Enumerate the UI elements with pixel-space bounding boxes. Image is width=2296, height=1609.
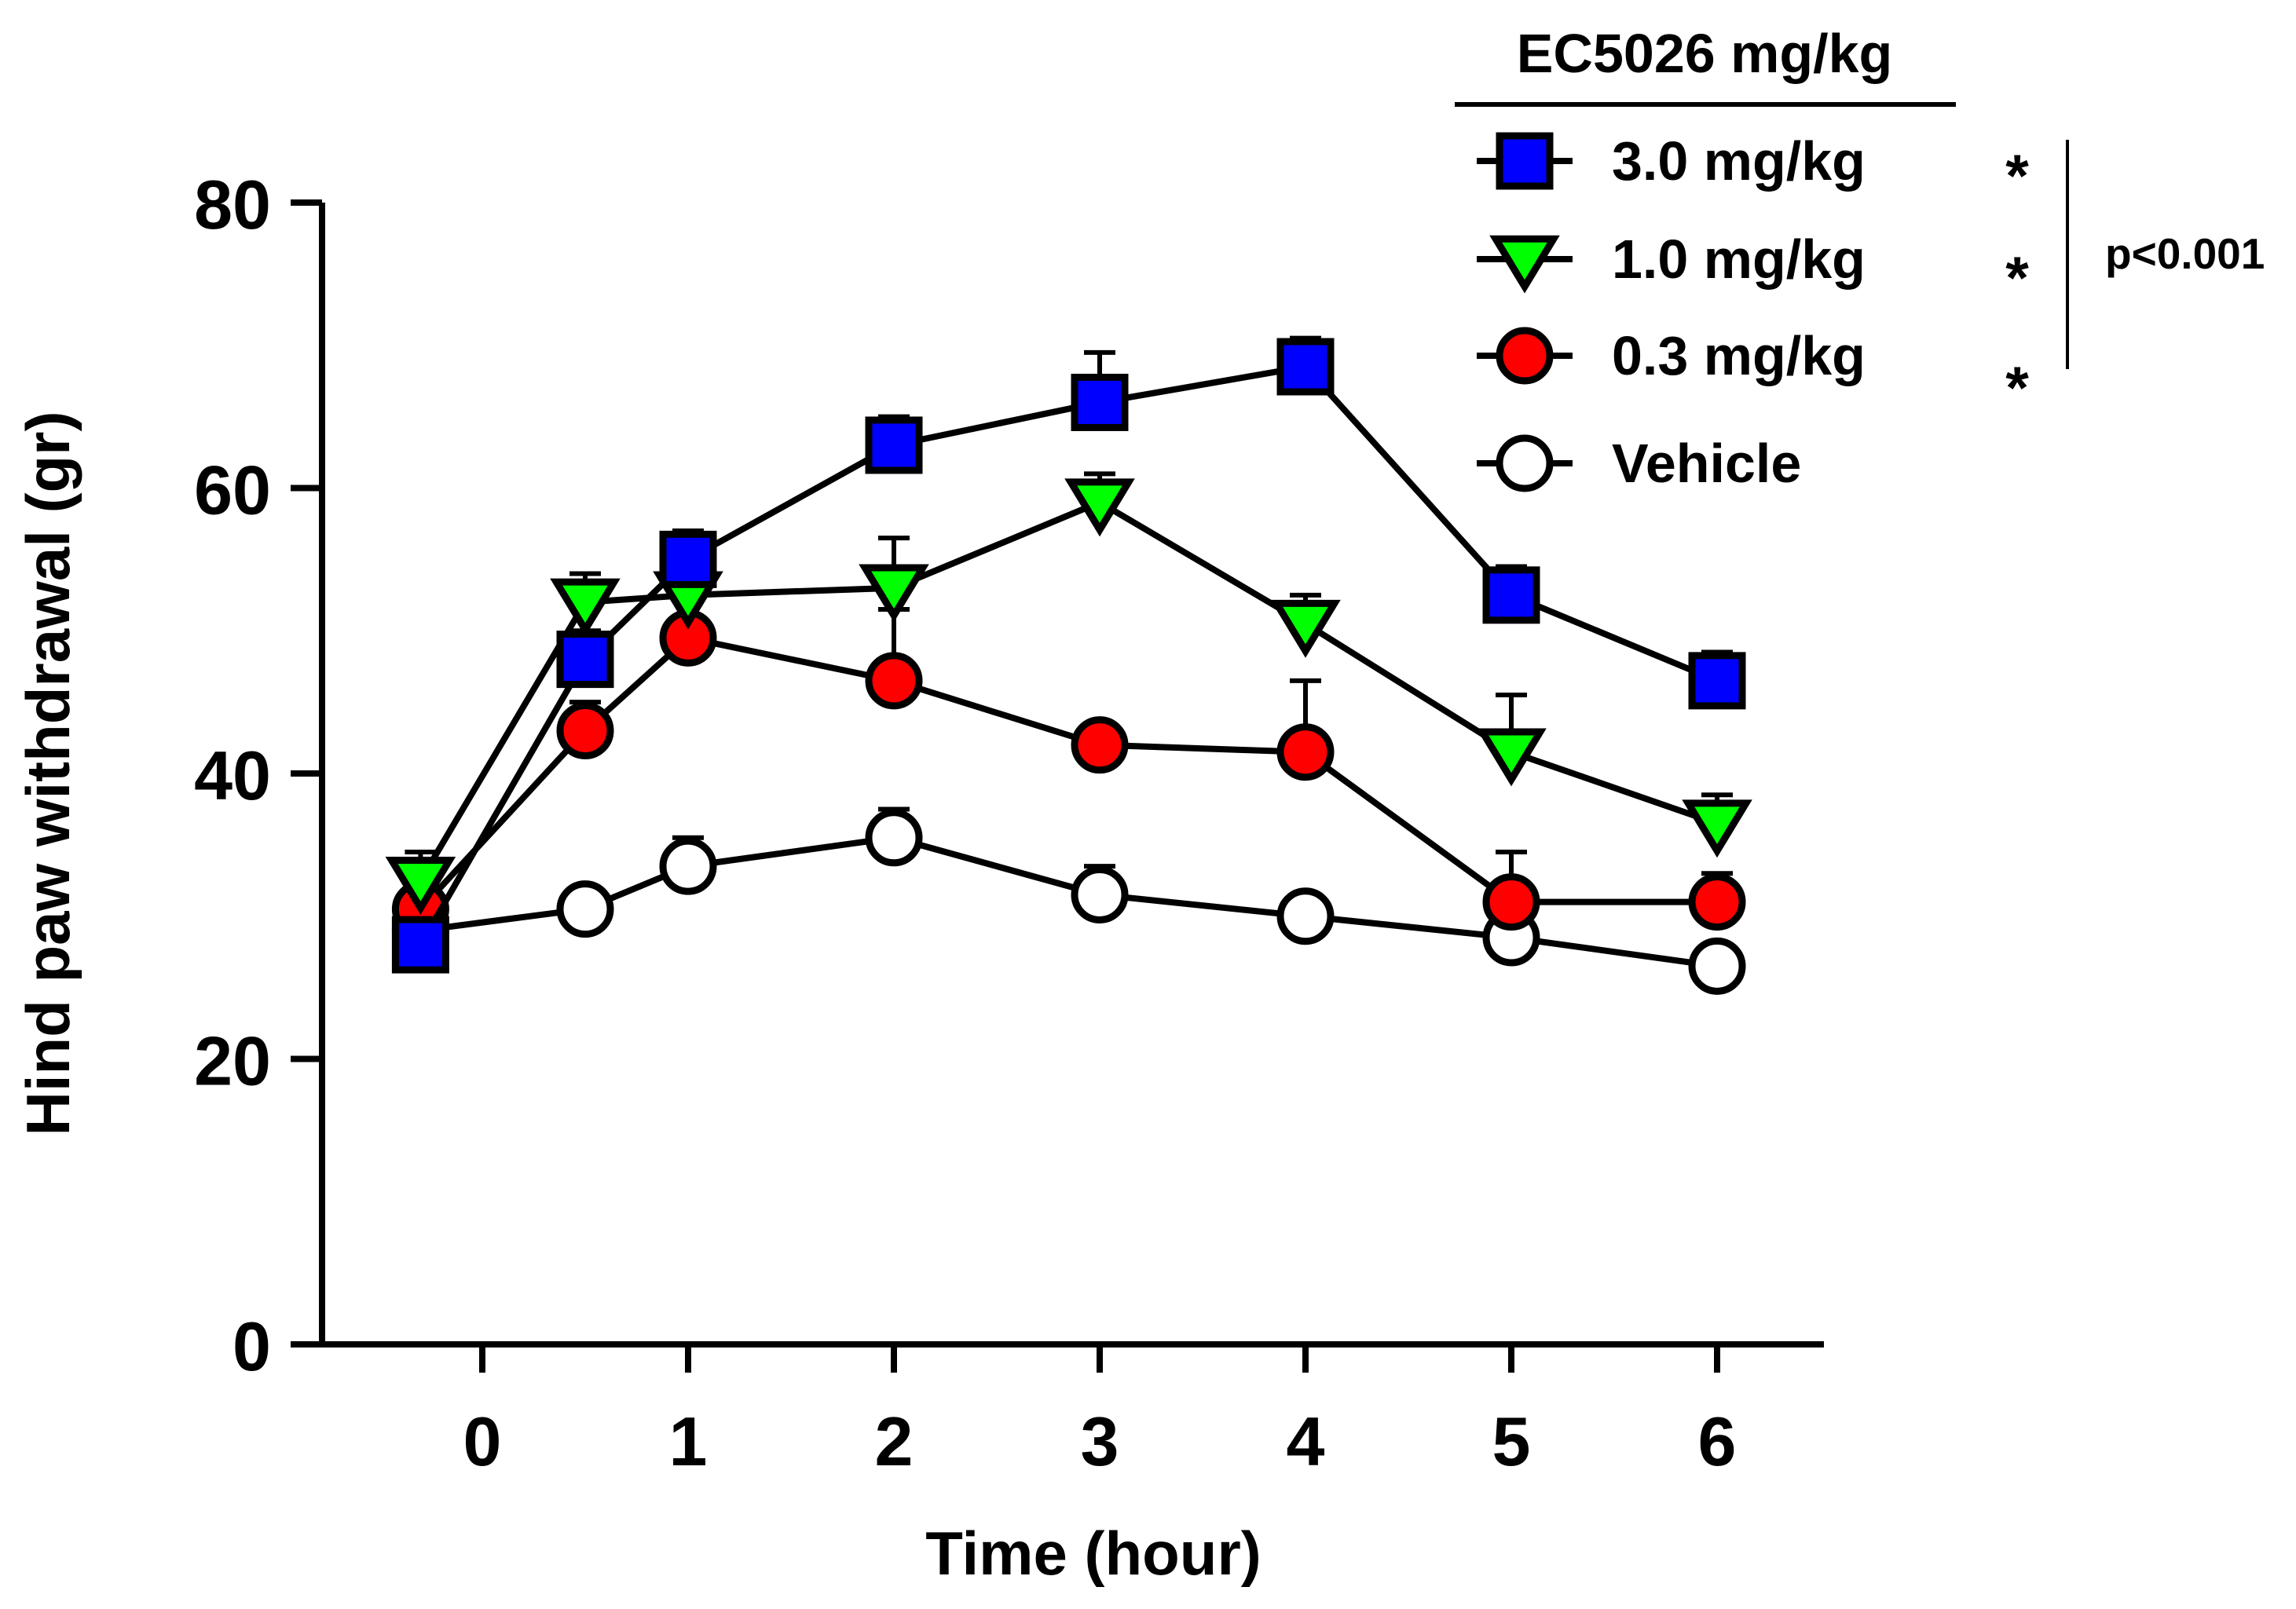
series-line [417, 499, 1719, 883]
x-ticks: 0 1 2 3 4 5 6 [463, 1344, 1737, 1480]
data-point [1688, 652, 1746, 710]
legend-label: 3.0 mg/kg [1612, 130, 1866, 192]
data-point [865, 809, 923, 867]
data-point [1064, 478, 1135, 537]
significance-star: * [2005, 143, 2029, 210]
y-tick-label: 0 [233, 1307, 271, 1385]
legend-label: 1.0 mg/kg [1612, 229, 1866, 290]
legend-marker [1496, 132, 1554, 190]
x-tick-label: 0 [463, 1402, 502, 1480]
legend-entry-vehicle: Vehicle [1477, 433, 1801, 494]
legend-label: Vehicle [1612, 433, 1801, 494]
y-tick-label: 80 [194, 166, 271, 243]
data-point [865, 652, 923, 710]
legend-marker [1496, 434, 1554, 492]
y-axis-label: Hind paw withdrawal (gr) [13, 411, 82, 1135]
data-point [556, 880, 614, 938]
data-point [550, 578, 621, 637]
legend-entry-1-0-mg-kg: 1.0 mg/kg * [1477, 229, 2029, 312]
data-point [1476, 728, 1547, 787]
series-vehicle [391, 806, 1746, 995]
significance-star: * [2005, 355, 2029, 422]
data-point [391, 916, 449, 974]
legend-entry-3-0-mg-kg: 3.0 mg/kg * [1477, 130, 2029, 210]
y-tick-label: 20 [194, 1022, 271, 1100]
data-point [1071, 373, 1129, 431]
data-point [556, 701, 614, 759]
x-tick-label: 5 [1492, 1402, 1531, 1480]
data-point [1276, 723, 1335, 781]
plot-area [385, 335, 1752, 995]
data-point [865, 416, 923, 474]
data-point [1688, 873, 1746, 931]
data-point [1688, 937, 1746, 995]
y-tick-label: 40 [194, 737, 271, 814]
x-axis-label: Time (hour) [925, 1519, 1262, 1588]
legend-marker [1496, 327, 1554, 385]
data-point [1276, 338, 1335, 396]
x-tick-label: 3 [1081, 1402, 1119, 1480]
x-tick-label: 2 [875, 1402, 914, 1480]
series-3-0-mg-kg [391, 335, 1746, 974]
data-point [1482, 566, 1540, 624]
data-point [1071, 865, 1129, 923]
y-tick-label: 60 [194, 452, 271, 529]
data-point [1276, 887, 1335, 945]
data-point [659, 837, 717, 895]
legend-marker [1489, 235, 1560, 294]
legend-label: 0.3 mg/kg [1612, 325, 1866, 386]
legend: EC5026 mg/kg 3.0 mg/kg *1.0 mg/kg *0.3 mg/… [1455, 23, 2029, 494]
x-tick-label: 6 [1698, 1402, 1737, 1480]
legend-entry-0-3-mg-kg: 0.3 mg/kg * [1477, 325, 2029, 422]
data-point [659, 530, 717, 588]
data-point [1482, 873, 1540, 931]
data-point [859, 564, 929, 623]
data-point [385, 857, 456, 915]
data-point [1682, 799, 1752, 858]
x-tick-label: 1 [669, 1402, 708, 1480]
data-point [1270, 599, 1341, 658]
significance-star: * [2005, 245, 2029, 312]
x-tick-label: 4 [1287, 1402, 1325, 1480]
legend-title: EC5026 mg/kg [1517, 23, 1893, 84]
y-ticks: 0 20 40 60 80 [194, 166, 322, 1385]
data-point [556, 631, 614, 689]
data-point [1071, 716, 1129, 774]
series-1-0-mg-kg [385, 471, 1752, 915]
series-line [418, 634, 1717, 912]
p-value-annotation: p<0.001 [2105, 229, 2265, 278]
